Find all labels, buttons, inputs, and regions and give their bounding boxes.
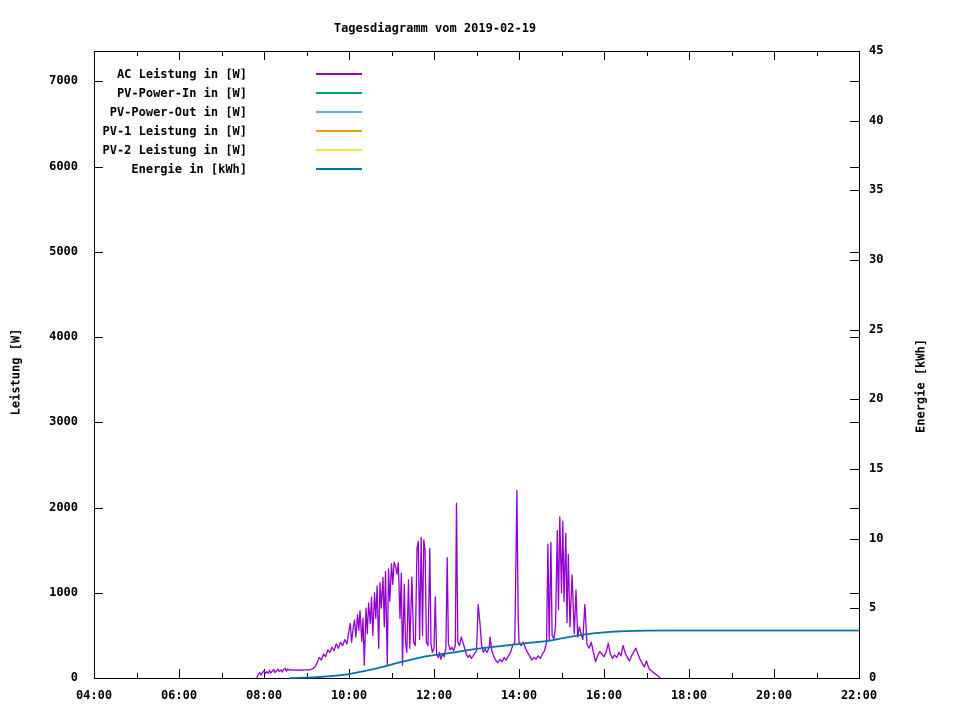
y2-tick-label: 35 [869,182,884,197]
y2-tick-label: 30 [869,252,884,266]
y2-tick-label: 0 [869,670,877,684]
series-line-energie-in-kwh- [289,629,859,679]
y1-tick-label: 4000 [49,329,78,344]
y1-tick-label: 2000 [49,499,78,514]
chart-title: Tagesdiagramm vom 2019-02-19 [333,21,537,35]
legend-line-sample [316,130,362,132]
y1-tick-label: 7000 [49,73,78,88]
legend-label: AC Leistung in [W] [116,67,247,81]
series-line-ac-leistung-in-w- [256,489,661,679]
y2-tick-label: 20 [869,391,884,406]
y1-tick-label: 3000 [49,414,78,429]
y2-tick-label: 45 [869,43,884,57]
legend-label: PV-2 Leistung in [W] [102,143,248,157]
y1-tick-label: 1000 [49,584,78,599]
legend-line-sample [316,149,362,151]
y1-tick-label: 6000 [49,158,78,173]
x-tick-label: 04:00 [75,688,113,702]
x-tick-label: 14:00 [500,688,538,702]
legend-label: PV-Power-Out in [W] [109,105,247,119]
legend-label: Energie in [kWh] [131,162,247,176]
legend-line-sample [316,168,362,170]
y1-tick-label: 5000 [49,243,78,258]
x-tick-label: 12:00 [415,688,453,702]
x-tick-label: 08:00 [245,688,283,702]
legend-line-sample [316,92,362,94]
x-tick-label: 16:00 [585,688,623,702]
legend-line-sample [316,111,362,113]
legend-label: PV-1 Leistung in [W] [102,124,248,138]
y2-tick-label: 10 [869,530,884,545]
x-tick-label: 10:00 [330,688,368,702]
legend-line-sample [316,73,362,75]
x-tick-label: 18:00 [670,688,708,702]
x-tick-label: 20:00 [755,688,793,702]
y1-tick-label: 0 [70,670,78,684]
x-tick-label: 06:00 [160,688,198,702]
y2-tick-label: 5 [869,600,877,615]
legend-label: PV-Power-In in [W] [116,86,247,100]
y2-tick-label: 25 [869,321,884,336]
y2-tick-label: 40 [869,112,884,127]
y2-axis-title: Energie [kWh] [913,339,928,433]
x-tick-label: 22:00 [840,688,878,702]
y2-tick-label: 15 [869,461,884,475]
